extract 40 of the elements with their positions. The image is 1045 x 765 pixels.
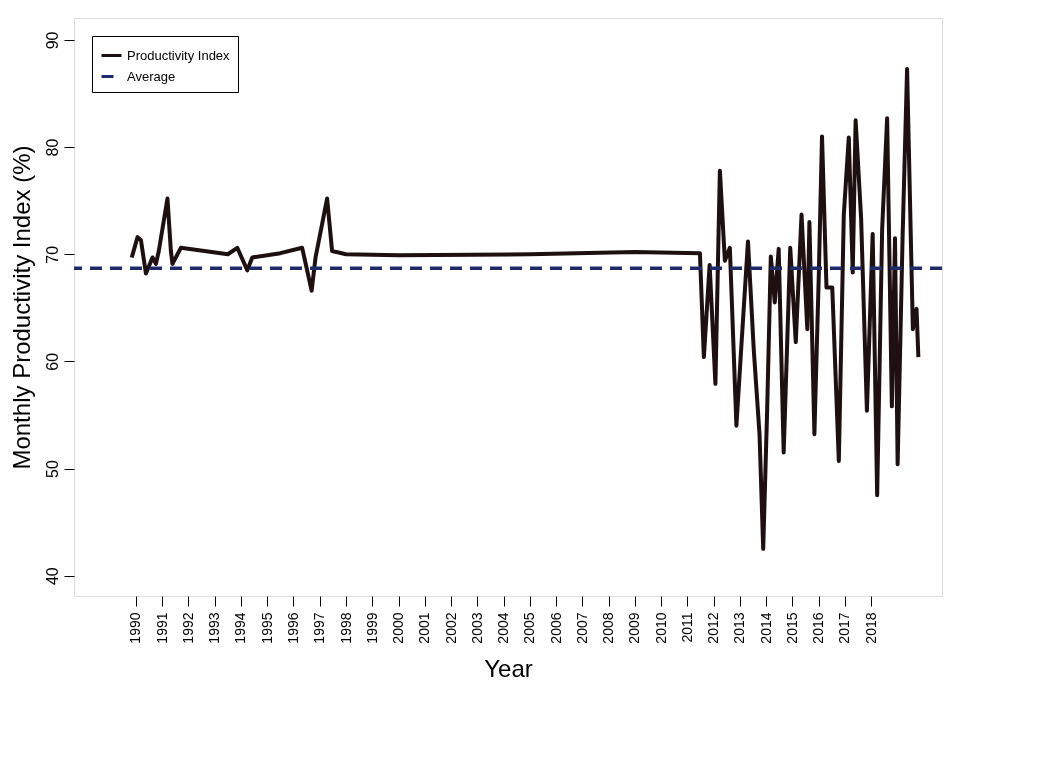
x-tick-label: 2013 <box>731 612 748 644</box>
x-tick-label: 2010 <box>652 612 669 644</box>
x-tick-label: 1990 <box>127 612 144 644</box>
x-tick-label: 1994 <box>232 612 249 644</box>
x-tick-label: 2006 <box>547 612 564 644</box>
x-tick-label: 2018 <box>862 612 879 644</box>
x-tick-label: 2007 <box>573 612 590 644</box>
x-tick-label: 2002 <box>442 612 459 644</box>
legend-label: Average <box>127 68 176 84</box>
x-tick-label: 2014 <box>757 612 774 644</box>
y-tick-label: 90 <box>43 31 61 50</box>
x-tick-label: 1995 <box>258 612 275 644</box>
x-tick-label: 1992 <box>179 612 196 644</box>
x-tick-label: 2009 <box>626 612 643 644</box>
x-tick-label: 1999 <box>363 612 380 644</box>
x-axis-title: Year <box>484 654 533 682</box>
x-tick-label: 1998 <box>337 612 354 644</box>
y-tick-label: 80 <box>43 138 61 157</box>
x-tick-label: 2000 <box>390 612 407 644</box>
x-tick-label: 2011 <box>678 612 695 643</box>
y-axis-title: Monthly Productivity Index (%) <box>7 145 35 470</box>
y-tick-label: 40 <box>43 567 61 586</box>
x-tick-label: 2012 <box>705 612 722 644</box>
x-tick-label: 2001 <box>416 612 433 644</box>
x-tick-label: 2004 <box>495 612 512 644</box>
x-tick-label: 1996 <box>284 612 301 644</box>
x-tick-label: 2008 <box>600 612 617 644</box>
x-tick-label: 1991 <box>153 612 170 644</box>
y-tick-label: 70 <box>43 245 61 264</box>
x-tick-label: 1997 <box>311 612 328 644</box>
x-tick-label: 2016 <box>810 612 827 644</box>
x-tick-label: 2015 <box>783 612 800 644</box>
y-tick-label: 50 <box>43 460 61 478</box>
line-series <box>129 66 921 551</box>
x-tick-label: 1993 <box>206 612 223 644</box>
y-tick-label: 60 <box>43 352 61 371</box>
x-tick-label: 2003 <box>468 612 485 644</box>
x-tick-label: 2017 <box>836 612 853 644</box>
legend-label: Productivity Index <box>127 47 231 63</box>
x-tick-label: 2005 <box>521 612 538 644</box>
